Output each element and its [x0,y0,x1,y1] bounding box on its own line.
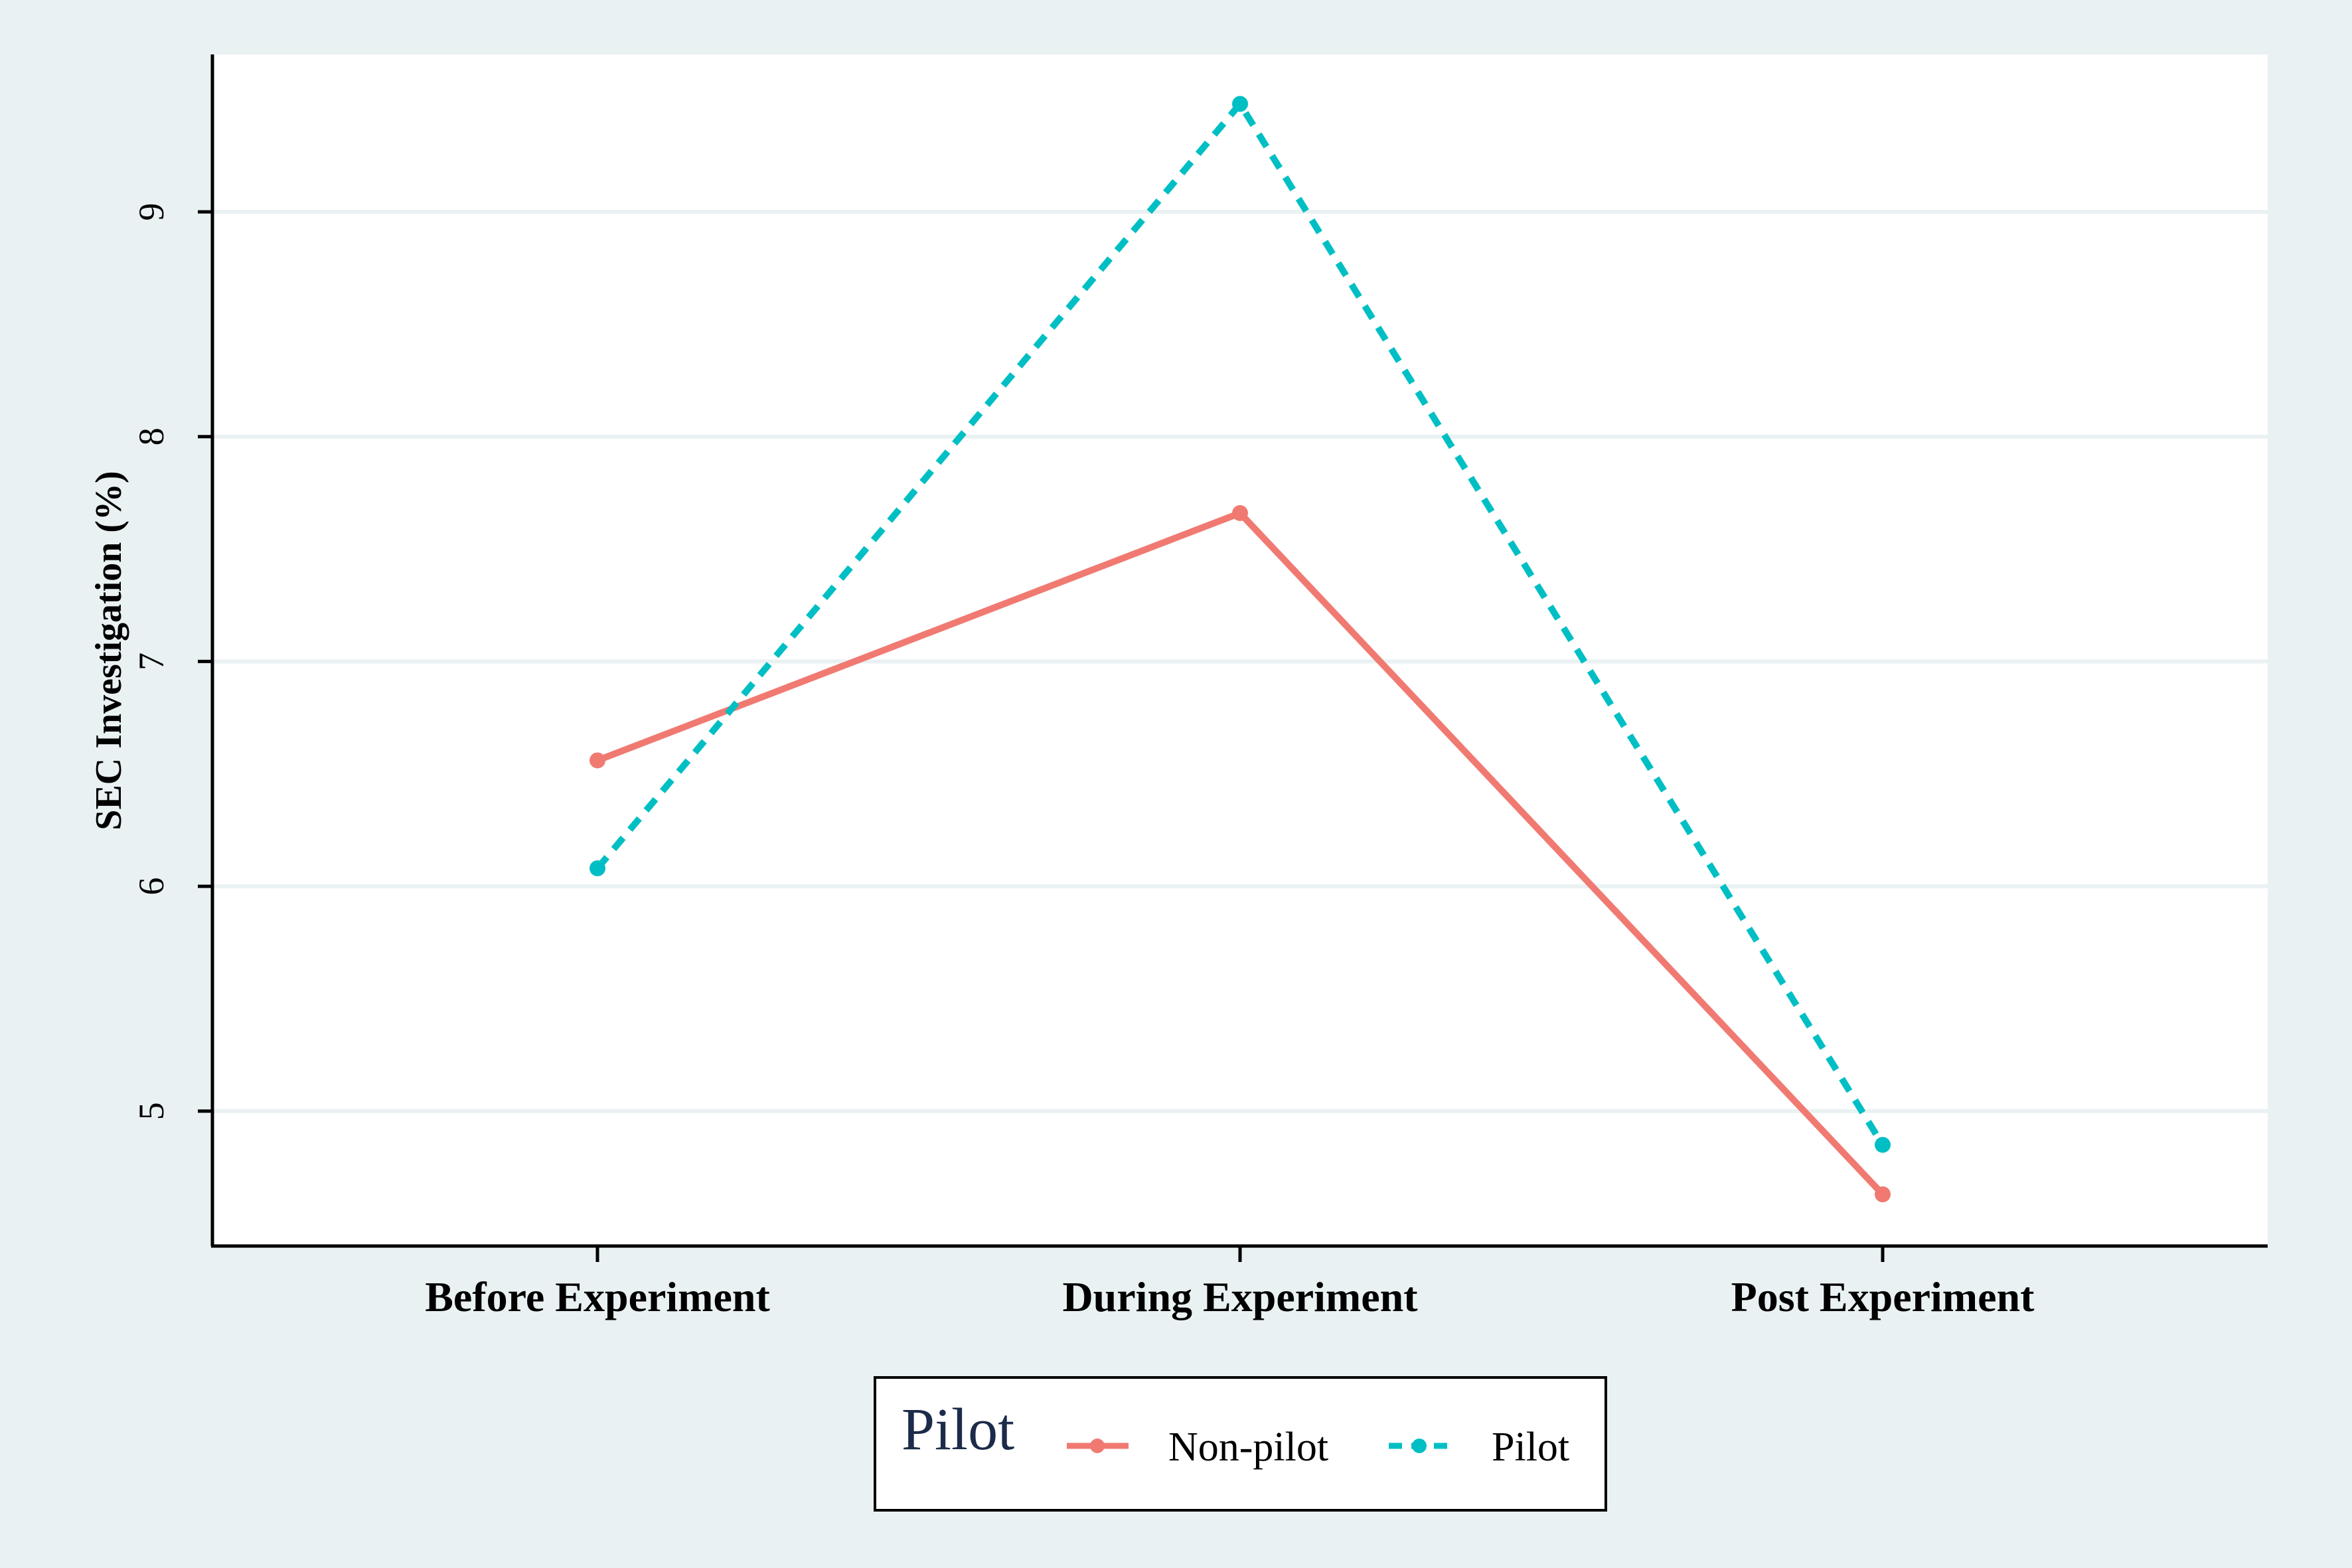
x-tick-label-1: During Experiment [1062,1273,1418,1320]
legend-item-pilot: Pilot [1389,1425,1569,1470]
gridlines [212,210,2268,1113]
legend-item-non-pilot: Non-pilot [1067,1425,1328,1470]
y-axis-title: SEC Investigation (%) [88,471,129,830]
legend-marker-non-pilot [1090,1439,1105,1453]
data-point-non-pilot-1 [1232,505,1248,521]
legend-marker-pilot [1412,1439,1427,1453]
y-tick-label-8: 8 [131,428,171,445]
y-tick-label-5: 5 [131,1102,171,1120]
y-ticks: 5 6 7 8 9 [131,203,212,1120]
y-tick-label-7: 7 [131,653,171,670]
data-point-pilot-0 [589,860,605,877]
legend: Pilot Non-pilot Pilot [874,1376,1607,1512]
data-point-pilot-2 [1875,1137,1891,1153]
legend-label-pilot: Pilot [1492,1425,1569,1470]
series-layer [589,96,1891,1203]
x-tick-label-0: Before Experiment [425,1273,770,1320]
data-point-non-pilot-2 [1875,1186,1891,1203]
series-line-pilot [595,100,1886,1147]
plot-area [212,54,2268,1246]
legend-title: Pilot [902,1397,1014,1462]
data-point-pilot-1 [1232,96,1248,112]
legend-box [874,1376,1607,1512]
x-ticks: Before Experiment During Experiment Post E… [425,1246,2035,1320]
y-tick-label-6: 6 [131,878,171,896]
legend-label-non-pilot: Non-pilot [1168,1425,1328,1470]
x-tick-label-2: Post Experiment [1731,1273,2035,1320]
data-point-non-pilot-0 [589,752,605,769]
y-tick-label-9: 9 [131,203,171,221]
